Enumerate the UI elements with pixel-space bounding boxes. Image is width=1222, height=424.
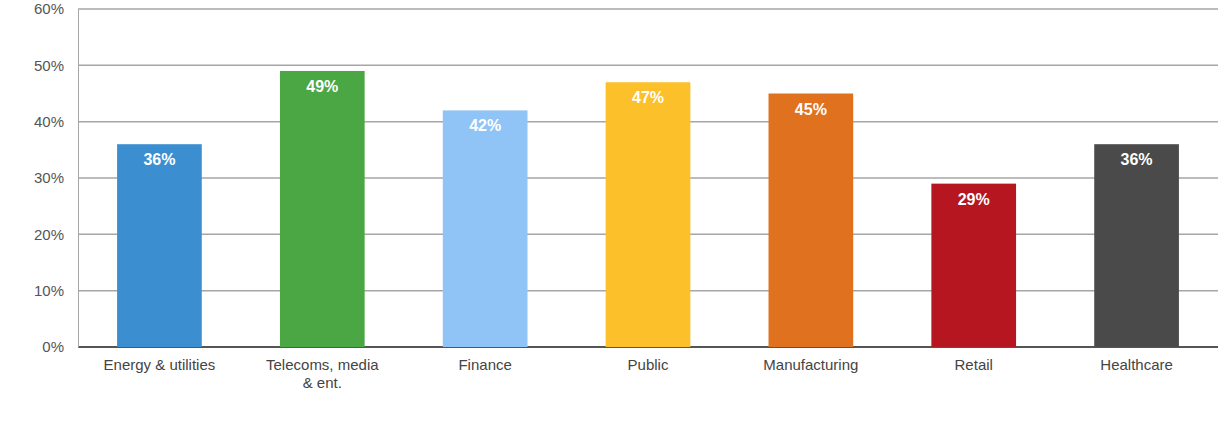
y-axis-line — [78, 10, 79, 348]
y-tick: 0% — [42, 338, 78, 355]
y-tick-label: 10% — [34, 282, 64, 299]
bar — [443, 110, 528, 347]
data-label: 47% — [632, 89, 664, 106]
data-label: 42% — [469, 117, 501, 134]
x-tick: Retail — [955, 347, 993, 373]
x-tick: Energy & utilities — [104, 347, 216, 373]
y-tick: 60% — [34, 0, 78, 17]
x-tick: Finance — [458, 347, 511, 373]
bars — [117, 71, 1179, 347]
bar — [606, 82, 691, 347]
y-tick-label: 20% — [34, 226, 64, 243]
x-tick: Manufacturing — [763, 347, 858, 373]
x-tick-label: Manufacturing — [763, 356, 858, 373]
bar — [931, 184, 1016, 347]
y-tick: 10% — [34, 282, 78, 299]
y-axis: 0% 10% 20% 30% 40% 50% 60% — [34, 0, 79, 355]
x-tick: Telecoms, media& ent. — [266, 347, 379, 391]
grid-line — [78, 65, 1218, 67]
data-label: 45% — [795, 101, 827, 118]
x-axis: Energy & utilities Telecoms, media& ent. F… — [79, 347, 1219, 391]
y-tick: 20% — [34, 226, 78, 243]
bar — [1094, 144, 1179, 347]
bar — [280, 71, 365, 347]
data-label: 29% — [958, 191, 990, 208]
x-axis-line — [79, 347, 1219, 348]
y-tick-label: 0% — [42, 338, 64, 355]
chart: 0%10%20%30%40%50%60%36%49%42%47%45%29%36… — [0, 0, 1222, 424]
x-tick-label: Finance — [458, 356, 511, 373]
grid — [78, 9, 1218, 347]
x-tick-label: Telecoms, media& ent. — [266, 356, 379, 391]
y-tick-label: 60% — [34, 0, 64, 17]
bar — [769, 94, 854, 348]
grid-line — [78, 8, 1218, 10]
y-tick-label: 30% — [34, 169, 64, 186]
y-tick-label: 50% — [34, 57, 64, 74]
y-tick: 50% — [34, 57, 78, 74]
data-label: 36% — [143, 151, 175, 168]
x-tick-label: Energy & utilities — [104, 356, 216, 373]
x-tick-label: Retail — [955, 356, 993, 373]
bar — [117, 144, 202, 347]
data-label: 36% — [1121, 151, 1153, 168]
data-labels: 36% 49% 42% 47% 45% 29% 36% — [143, 78, 1152, 208]
x-tick-label: Healthcare — [1100, 356, 1173, 373]
y-tick-label: 40% — [34, 113, 64, 130]
y-tick: 30% — [34, 169, 78, 186]
x-tick: Healthcare — [1100, 347, 1173, 373]
x-tick: Public — [628, 347, 669, 373]
data-label: 49% — [306, 78, 338, 95]
x-tick-label: Public — [628, 356, 669, 373]
y-tick: 40% — [34, 113, 78, 130]
